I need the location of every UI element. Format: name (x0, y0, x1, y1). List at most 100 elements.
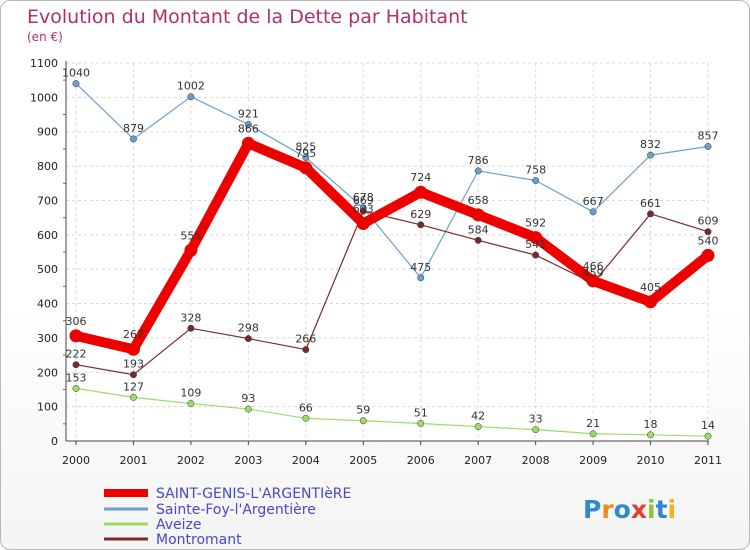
data-label: 541 (525, 238, 546, 251)
data-point (356, 216, 370, 230)
data-label: 109 (180, 387, 201, 400)
data-point (130, 371, 137, 379)
data-point (417, 274, 425, 282)
chart-title: Evolution du Montant de la Dette par Hab… (27, 6, 468, 28)
y-tick-label: 700 (37, 194, 58, 207)
data-point (244, 121, 252, 128)
data-label: 786 (468, 154, 489, 167)
data-label: 306 (66, 315, 87, 328)
data-label: 93 (241, 392, 255, 405)
x-tick-label: 2003 (234, 454, 262, 467)
logo-letter: i (668, 495, 677, 524)
data-label: 879 (123, 122, 144, 135)
legend-label: Montromant (156, 532, 242, 548)
data-point (72, 361, 80, 369)
x-tick-label: 2001 (119, 454, 147, 467)
data-label: 266 (295, 333, 316, 346)
data-label: 66 (299, 401, 313, 414)
x-tick-label: 2007 (464, 454, 492, 467)
data-point (647, 151, 654, 159)
data-label: 825 (295, 141, 316, 154)
y-tick-label: 600 (37, 229, 58, 242)
x-tick-label: 2004 (292, 454, 320, 467)
data-label: 555 (180, 229, 201, 242)
data-label: 14 (701, 419, 715, 432)
data-point (474, 167, 482, 175)
y-tick-label: 800 (37, 160, 58, 173)
data-label: 21 (586, 417, 600, 430)
data-point (414, 185, 428, 199)
data-point (130, 135, 137, 143)
y-tick-label: 300 (37, 332, 58, 345)
data-point (302, 154, 310, 161)
data-label: 866 (238, 122, 259, 135)
logo-letter: P (583, 495, 601, 524)
y-tick-label: 200 (37, 366, 58, 379)
data-point (532, 251, 540, 259)
x-tick-label: 2008 (522, 454, 550, 467)
plot-area (66, 63, 709, 441)
logo-letter: x (631, 495, 647, 524)
data-point (644, 295, 658, 309)
data-label: 1040 (62, 67, 90, 80)
data-point (474, 236, 482, 244)
data-point (184, 243, 198, 257)
data-point (244, 405, 252, 413)
data-label: 921 (238, 108, 259, 121)
logo-letter: i (647, 495, 656, 524)
x-tick-label: 2011 (694, 454, 722, 467)
data-label: 328 (180, 311, 201, 324)
data-label: 33 (529, 413, 543, 426)
data-label: 51 (414, 406, 428, 419)
data-point (647, 431, 654, 439)
data-point (704, 228, 712, 236)
y-tick-label: 900 (37, 126, 58, 139)
data-label: 724 (410, 171, 431, 184)
data-label: 59 (356, 404, 370, 417)
logo-letter: t (656, 495, 668, 524)
legend-label: Aveize (156, 517, 202, 533)
data-label: 18 (644, 418, 658, 431)
data-point (589, 430, 597, 438)
data-point (417, 221, 425, 229)
data-label: 658 (468, 194, 489, 207)
data-label: 193 (123, 358, 144, 371)
data-label: 459 (583, 266, 604, 279)
data-label: 609 (698, 215, 719, 228)
data-point (69, 329, 83, 343)
data-point (359, 417, 367, 425)
data-point (532, 426, 540, 434)
data-label: 405 (640, 281, 661, 294)
x-tick-label: 2000 (62, 454, 90, 467)
x-tick-label: 2002 (177, 454, 205, 467)
y-tick-label: 0 (51, 435, 58, 448)
data-label: 42 (471, 410, 485, 423)
data-point (299, 161, 313, 175)
y-tick-label: 100 (37, 401, 58, 414)
data-label: 127 (123, 380, 144, 393)
data-point (586, 274, 600, 288)
data-label: 669 (353, 194, 374, 207)
chart-subtitle: (en €) (27, 30, 63, 44)
data-point (701, 248, 715, 262)
data-label: 795 (295, 147, 316, 160)
data-label: 267 (123, 328, 144, 341)
data-point (187, 324, 195, 332)
data-point (647, 210, 654, 218)
data-label: 466 (583, 260, 604, 273)
legend-label: SAINT-GENIS-L'ARGENTIèRE (156, 486, 351, 502)
data-point (72, 80, 80, 88)
data-point (187, 400, 195, 407)
data-label: 629 (410, 208, 431, 221)
logo-letter: r (601, 495, 614, 524)
x-tick-label: 2010 (637, 454, 665, 467)
data-point (244, 335, 252, 343)
data-point (302, 414, 310, 422)
data-label: 153 (66, 371, 87, 384)
logo-letter: o (614, 495, 631, 524)
data-point (532, 177, 540, 184)
y-tick-label: 400 (37, 298, 58, 311)
data-point (529, 231, 543, 245)
data-label: 222 (66, 348, 87, 361)
